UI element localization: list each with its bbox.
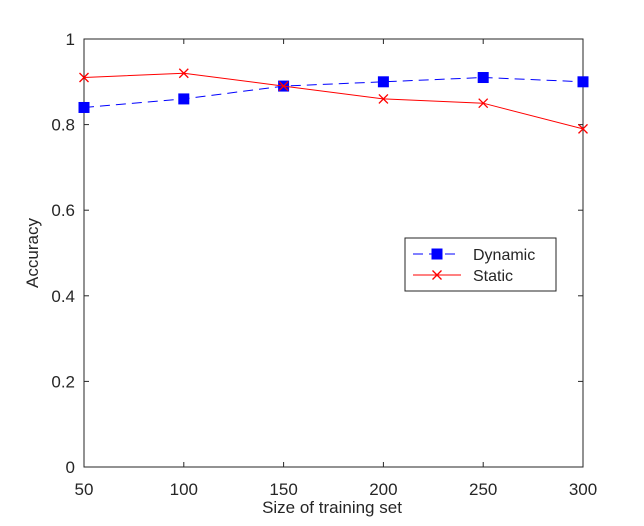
- y-tick-label: 0.6: [51, 201, 75, 220]
- data-point-static: [178, 68, 189, 79]
- data-point-static-stroke-b: [278, 81, 289, 92]
- data-point-static: [278, 81, 289, 92]
- x-axis-label: Size of training set: [262, 498, 402, 517]
- data-point-static-stroke-b: [79, 72, 89, 83]
- data-point-dynamic: [78, 101, 90, 113]
- data-point-dynamic: [577, 76, 589, 88]
- legend-label-static: Static: [473, 268, 513, 285]
- x-tick-label: 50: [75, 480, 94, 499]
- data-point-static: [378, 93, 389, 104]
- data-point-dynamic: [178, 93, 190, 105]
- legend-marker-static: [432, 270, 442, 280]
- y-tick-label: 0: [66, 458, 75, 477]
- data-point-static-stroke-b: [578, 123, 588, 134]
- series-static: [79, 68, 588, 134]
- legend-label-dynamic: Dynamic: [473, 247, 535, 264]
- data-point-static-stroke-b: [478, 98, 489, 109]
- x-tick-label: 100: [170, 480, 198, 499]
- x-tick-label: 200: [369, 480, 397, 499]
- x-tick-label: 250: [469, 480, 497, 499]
- data-point-dynamic: [377, 76, 389, 88]
- data-point-static: [478, 98, 489, 109]
- data-point-static: [79, 72, 89, 83]
- series-dynamic: [78, 72, 589, 113]
- y-tick-label: 0.2: [51, 372, 75, 391]
- legend-box: [404, 237, 557, 292]
- legend-marker-dynamic: [431, 248, 443, 260]
- y-tick-label: 0.4: [51, 287, 75, 306]
- y-axis-label: Accuracy: [23, 218, 42, 288]
- legend-marker-static-stroke-b: [432, 270, 442, 280]
- data-point-static-stroke-b: [178, 68, 189, 79]
- data-point-static: [578, 123, 588, 134]
- data-point-dynamic: [477, 72, 489, 84]
- series-line-dynamic: [83, 77, 584, 108]
- data-point-static-stroke-b: [378, 93, 389, 104]
- x-tick-label: 300: [569, 480, 597, 499]
- x-tick-label: 150: [269, 480, 297, 499]
- legend: Dynamic Static: [404, 237, 557, 292]
- series-line-static: [83, 72, 584, 130]
- y-tick-label: 0.8: [51, 116, 75, 135]
- y-tick-label: 1: [66, 30, 75, 49]
- series-layer: [78, 68, 589, 134]
